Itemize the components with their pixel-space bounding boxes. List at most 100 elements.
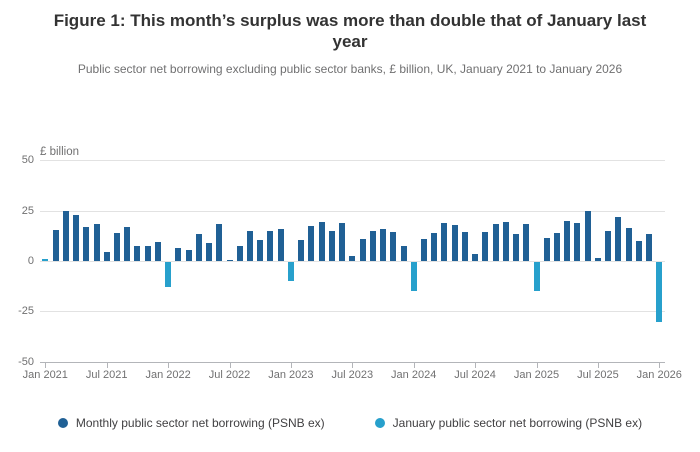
bar-aug-2022[interactable] (236, 245, 243, 261)
bar-dec-2021[interactable] (154, 241, 161, 261)
x-axis-tick (352, 361, 354, 368)
x-axis-tick (290, 361, 292, 368)
bar-apr-2022[interactable] (195, 234, 202, 261)
x-tick-label: Jan 2022 (145, 368, 191, 381)
bar-oct-2024[interactable] (502, 222, 509, 261)
bar-sep-2024[interactable] (492, 223, 499, 261)
legend-item-january: January public sector net borrowing (PSN… (374, 416, 643, 430)
x-axis-tick (168, 361, 170, 368)
x-axis-tick (659, 361, 661, 368)
bar-aug-2024[interactable] (482, 232, 489, 261)
legend-label-monthly: Monthly public sector net borrowing (PSN… (75, 416, 325, 430)
x-axis-tick (229, 361, 231, 368)
bar-dec-2025[interactable] (646, 234, 652, 261)
x-axis-tick (475, 361, 477, 368)
bar-may-2022[interactable] (206, 242, 212, 261)
bar-apr-2025[interactable] (564, 221, 571, 261)
bar-dec-2024[interactable] (523, 223, 530, 261)
figure-title: Figure 1: This month’s surplus was more … (53, 11, 647, 52)
x-tick-label: Jul 2023 (331, 368, 374, 381)
bar-mar-2021[interactable] (62, 210, 69, 261)
bar-jan-2023[interactable] (287, 262, 294, 281)
bar-jul-2025[interactable] (594, 258, 601, 261)
x-tick-label: Jul 2022 (208, 368, 251, 381)
bar-jun-2021[interactable] (93, 223, 100, 261)
bar-aug-2023[interactable] (359, 239, 366, 261)
bar-jul-2022[interactable] (226, 259, 233, 261)
bar-oct-2022[interactable] (257, 239, 264, 261)
legend-label-january: January public sector net borrowing (PSN… (392, 416, 643, 430)
bar-may-2025[interactable] (574, 223, 581, 261)
bar-mar-2022[interactable] (185, 250, 192, 261)
y-axis-unit-label: £ billion (40, 146, 79, 158)
bar-mar-2024[interactable] (431, 232, 438, 261)
bar-nov-2023[interactable] (390, 231, 397, 261)
bar-feb-2024[interactable] (420, 239, 427, 261)
bar-sep-2023[interactable] (369, 231, 376, 261)
x-tick-label: Jan 2021 (22, 368, 68, 381)
bar-sep-2022[interactable] (247, 230, 253, 261)
bar-apr-2021[interactable] (73, 214, 79, 261)
x-axis-tick (597, 361, 599, 368)
x-tick-label: Jul 2025 (577, 368, 619, 381)
bar-feb-2022[interactable] (175, 247, 182, 261)
x-tick-label: Jul 2024 (454, 368, 496, 381)
figure-subtitle: Public sector net borrowing excluding pu… (77, 61, 623, 76)
bar-jun-2024[interactable] (461, 231, 468, 261)
bar-feb-2021[interactable] (52, 230, 59, 261)
bar-aug-2021[interactable] (113, 232, 120, 261)
bar-sep-2025[interactable] (615, 217, 622, 261)
bar-nov-2024[interactable] (513, 234, 519, 261)
bar-apr-2024[interactable] (441, 222, 448, 261)
bar-jun-2023[interactable] (339, 222, 346, 261)
bar-nov-2021[interactable] (144, 245, 151, 261)
x-tick-label: Jan 2026 (636, 368, 682, 381)
bar-feb-2023[interactable] (298, 239, 305, 261)
bar-jan-2022[interactable] (165, 262, 172, 287)
bar-jul-2024[interactable] (472, 253, 479, 261)
x-axis-tick (413, 361, 415, 368)
x-axis-tick (45, 361, 47, 368)
gridline--25 (40, 311, 665, 313)
bar-dec-2023[interactable] (400, 246, 407, 261)
bar-may-2023[interactable] (328, 230, 335, 261)
bar-nov-2022[interactable] (267, 230, 274, 261)
bar-jun-2025[interactable] (584, 210, 591, 261)
bar-jan-2026[interactable] (656, 262, 663, 323)
bar-jul-2021[interactable] (103, 251, 110, 261)
bar-nov-2025[interactable] (635, 240, 642, 261)
bar-dec-2022[interactable] (277, 229, 284, 261)
bar-oct-2023[interactable] (380, 228, 386, 261)
bar-jan-2024[interactable] (410, 262, 417, 291)
y-tick-label: -25 (18, 305, 34, 318)
bar-apr-2023[interactable] (318, 221, 325, 261)
legend-item-monthly: Monthly public sector net borrowing (PSN… (57, 416, 325, 430)
gridline-25 (40, 210, 665, 212)
legend-dot-monthly-icon (57, 418, 68, 428)
bar-jan-2025[interactable] (533, 262, 540, 292)
bar-jul-2023[interactable] (349, 256, 356, 261)
gridline-0 (40, 261, 665, 262)
x-axis-tick (536, 361, 538, 368)
x-tick-label: Jan 2025 (513, 368, 560, 381)
bar-feb-2025[interactable] (543, 237, 550, 261)
bar-jan-2021[interactable] (42, 259, 49, 261)
bar-chart: £ billion 50 25 0 -25 -50 Jan 2021 Jul 2021 Jan… (0, 10, 700, 452)
bar-sep-2021[interactable] (124, 227, 131, 261)
bar-oct-2025[interactable] (625, 228, 632, 261)
chart-legend: Monthly public sector net borrowing (PSN… (0, 416, 700, 430)
legend-dot-january-icon (374, 418, 385, 428)
bar-oct-2021[interactable] (134, 245, 141, 261)
bar-mar-2023[interactable] (308, 225, 315, 261)
bar-may-2024[interactable] (451, 225, 458, 261)
y-tick-label: 50 (21, 154, 34, 167)
x-tick-label: Jul 2021 (85, 368, 128, 381)
x-axis-tick (106, 361, 108, 368)
bar-mar-2025[interactable] (554, 233, 560, 261)
bar-may-2021[interactable] (83, 226, 90, 261)
bar-jun-2022[interactable] (216, 223, 223, 261)
y-tick-label: 25 (21, 204, 34, 217)
y-tick-label: 0 (27, 255, 34, 267)
bar-aug-2025[interactable] (605, 231, 612, 261)
gridline-50 (40, 160, 665, 162)
